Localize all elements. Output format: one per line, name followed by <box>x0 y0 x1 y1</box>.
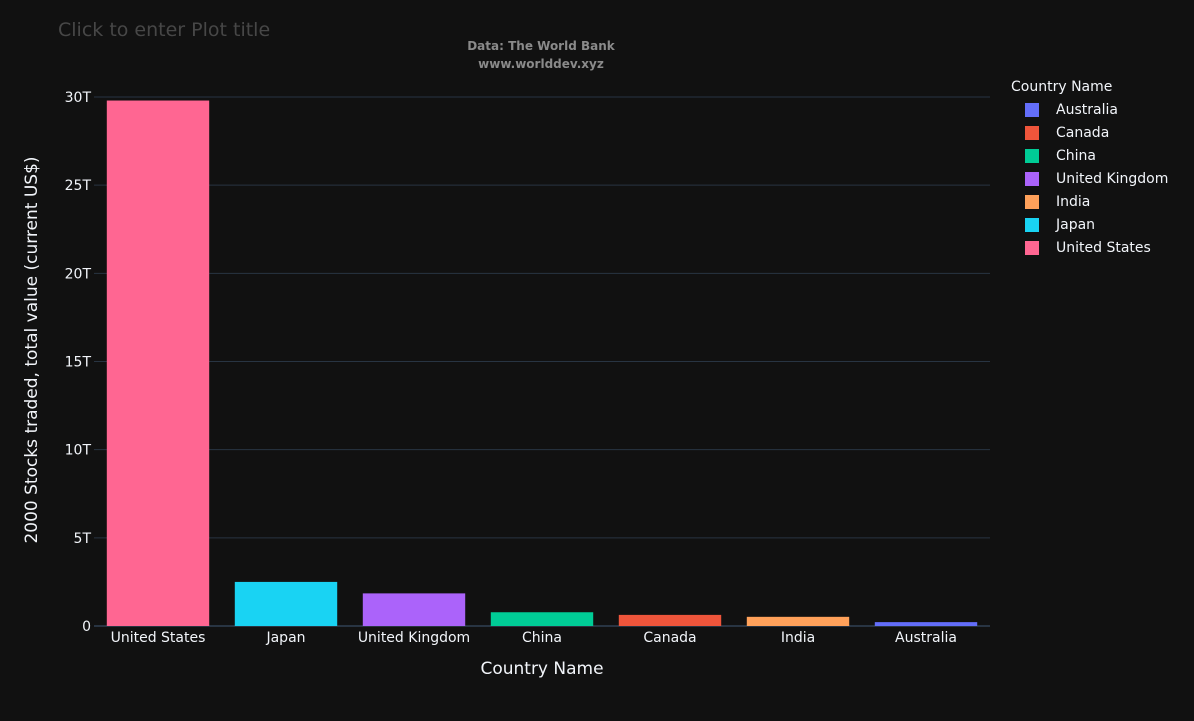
bar <box>106 100 210 626</box>
legend-label: Australia <box>1056 102 1118 118</box>
x-tick-label: India <box>781 630 815 646</box>
legend-item-united-states[interactable]: United States <box>1019 238 1151 258</box>
bar <box>618 614 722 626</box>
legend-title: Country Name <box>1011 79 1113 95</box>
y-tick-label: 0 <box>82 619 91 635</box>
y-tick-label: 20T <box>65 266 92 282</box>
legend-label: United Kingdom <box>1056 171 1169 187</box>
legend-swatch <box>1025 149 1039 163</box>
legend-label: United States <box>1056 240 1151 256</box>
legend-item-japan[interactable]: Japan <box>1019 215 1095 235</box>
source-line-2: www.worlddev.xyz <box>478 57 604 71</box>
legend-item-australia[interactable]: Australia <box>1019 100 1118 120</box>
legend-swatch <box>1025 195 1039 209</box>
bar-chart: 0 5T 10T 15T 20T 25T 30T United States Japan Unit… <box>22 90 990 679</box>
x-tick-label: Canada <box>643 630 696 646</box>
plot-title-placeholder[interactable]: Click to enter Plot title <box>58 19 271 41</box>
bar <box>234 581 338 626</box>
legend-swatch <box>1025 103 1039 117</box>
source-line-1: Data: The World Bank <box>467 39 615 53</box>
legend-label: India <box>1056 194 1091 210</box>
y-tick-label: 25T <box>65 178 92 194</box>
gridlines <box>94 96 990 627</box>
bar <box>362 593 466 626</box>
tick-labels: 0 5T 10T 15T 20T 25T 30T United States Japan Unit… <box>65 90 957 646</box>
x-tick-label: Australia <box>895 630 957 646</box>
legend-label: Japan <box>1056 217 1096 233</box>
y-axis-title: 2000 Stocks traded, total value (current… <box>22 156 42 543</box>
legend-swatch <box>1025 172 1039 186</box>
legend-label: China <box>1056 148 1096 164</box>
y-tick-label: 15T <box>65 355 92 371</box>
y-tick-label: 30T <box>65 90 92 106</box>
bar <box>874 622 978 626</box>
bar <box>746 616 850 626</box>
x-tick-label: China <box>522 630 562 646</box>
legend-item-united-kingdom[interactable]: United Kingdom <box>1019 169 1168 189</box>
legend-item-india[interactable]: India <box>1019 192 1090 212</box>
legend-item-china[interactable]: China <box>1019 146 1096 166</box>
x-tick-label: United Kingdom <box>358 630 470 646</box>
y-tick-label: 10T <box>65 443 92 459</box>
bars <box>106 100 978 626</box>
legend-item-canada[interactable]: Canada <box>1019 123 1109 143</box>
x-axis-title: Country Name <box>480 659 603 679</box>
x-tick-label: United States <box>111 630 206 646</box>
y-tick-label: 5T <box>74 531 92 547</box>
legend-swatch <box>1025 241 1039 255</box>
legend-swatch <box>1025 218 1039 232</box>
legend-label: Canada <box>1056 125 1110 141</box>
bar <box>490 612 594 626</box>
legend-swatch <box>1025 126 1039 140</box>
x-tick-label: Japan <box>265 630 305 646</box>
